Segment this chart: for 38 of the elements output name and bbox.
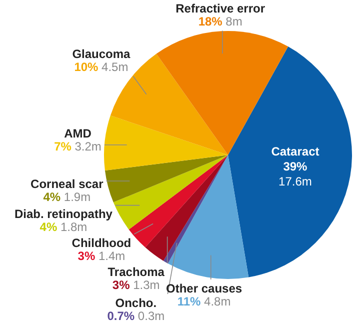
- pie-slice: [228, 46, 352, 278]
- slice-label: Corneal scar: [30, 177, 104, 192]
- text: 10%: [74, 60, 98, 74]
- text: 11%: [177, 294, 201, 308]
- text: 3%: [78, 249, 96, 264]
- pie-slice: [128, 155, 228, 248]
- slice-label: Oncho.: [115, 296, 157, 310]
- pie-slice: [163, 155, 228, 264]
- data-label: 8m: [226, 14, 242, 29]
- data-label: 4.5m: [102, 60, 128, 74]
- data-label: 1.3m: [133, 278, 160, 292]
- slice-label: Childhood: [72, 236, 132, 250]
- data-label: 1.4m: [98, 249, 126, 264]
- pie-slice: [104, 155, 228, 202]
- data-label: 4.8m: [204, 294, 231, 308]
- slice-label: Trachoma: [108, 265, 165, 280]
- slice-label: Refractive error: [176, 2, 266, 16]
- data-label: 1.8m: [60, 220, 88, 234]
- data-label: 1.9m: [64, 190, 91, 204]
- pie-slice: [145, 155, 228, 261]
- pie-slice: [104, 116, 228, 170]
- text: 39%: [283, 160, 308, 174]
- pie-slice: [113, 155, 228, 230]
- slice-label: Glaucoma: [72, 47, 131, 62]
- slice-label: Cataract: [271, 144, 320, 159]
- data-label: 17.6m: [278, 174, 312, 189]
- data-label: 3.2m: [74, 140, 102, 154]
- text: 18%: [198, 14, 222, 29]
- text: 7%: [54, 140, 72, 154]
- text: 0.7%: [107, 309, 135, 323]
- text: 3%: [112, 278, 130, 292]
- data-label: 0.3m: [138, 309, 165, 323]
- slice-label: AMD: [64, 126, 92, 141]
- slice-label: Other causes: [166, 281, 242, 296]
- text: 4%: [43, 190, 61, 204]
- pie-slice: [168, 155, 249, 279]
- text: 4%: [40, 220, 58, 234]
- slice-label: Diab. retinopathy: [14, 206, 113, 221]
